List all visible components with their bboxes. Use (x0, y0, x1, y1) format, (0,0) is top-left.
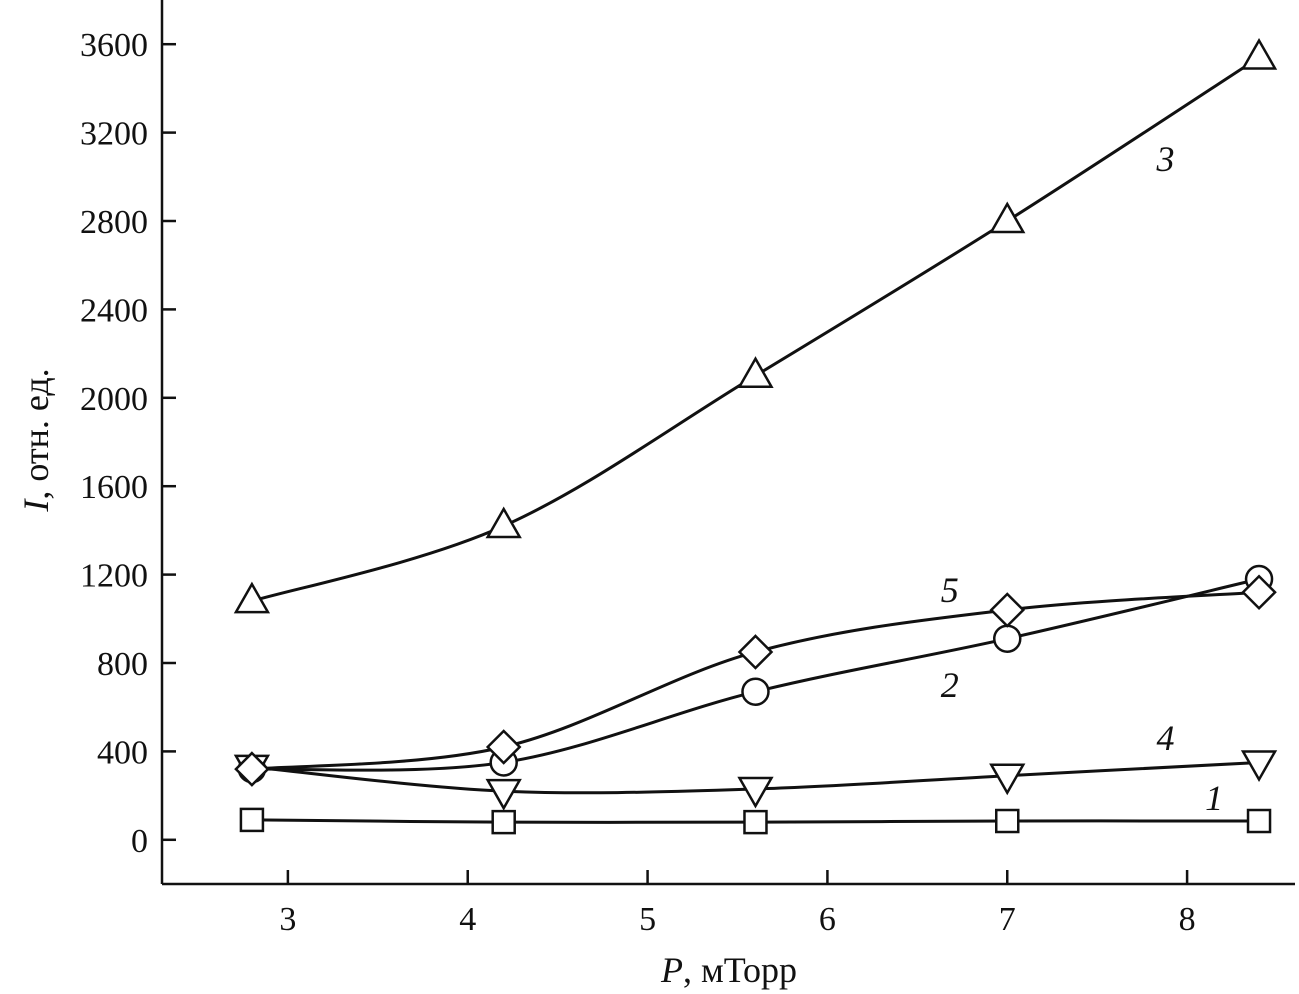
series-label-1: 1 (1205, 778, 1223, 818)
series-1-square-marker (491, 809, 516, 835)
y-tick-label: 2400 (80, 292, 148, 329)
series-label-3: 3 (1156, 139, 1175, 179)
y-tick-label: 3200 (80, 116, 148, 153)
axes: 0 400 800 1200 1600 2000 2400 2800 3200 3600 3 4 5 6 7… (80, 0, 1295, 938)
series-4-inverted-triangle-marker (737, 776, 774, 809)
series-1-square-marker (743, 809, 768, 835)
series-1-square-marker (239, 807, 265, 833)
series-4-inverted-triangle-marker (989, 763, 1026, 796)
y-axis-unit: , отн. ед. (16, 368, 56, 499)
series-label-5: 5 (941, 570, 959, 610)
x-tick-label: 3 (279, 901, 296, 938)
series-3-triangle-marker (233, 581, 271, 614)
x-axis-title: P, мТорр (660, 950, 797, 990)
y-tick-label: 2800 (80, 204, 148, 241)
y-tick-label: 400 (97, 734, 148, 771)
series-3-triangle-marker (737, 356, 774, 388)
x-tick-label: 8 (1179, 901, 1196, 938)
series-3-line (251, 56, 1260, 603)
series-lines (251, 56, 1260, 824)
series-2-circle-marker (993, 624, 1022, 653)
series-5-diamond-marker (485, 729, 522, 765)
series-3-triangle-marker (1240, 37, 1278, 70)
x-tick-label: 6 (819, 901, 836, 938)
y-tick-label: 0 (131, 823, 148, 860)
y-axis-variable: I (16, 498, 56, 513)
y-tick-label: 2000 (80, 381, 148, 418)
series-1-square-marker (1246, 808, 1272, 834)
x-tick-label: 7 (999, 901, 1016, 938)
series-2-circle-marker (741, 677, 770, 706)
x-tick-label: 4 (459, 901, 476, 938)
series-5-diamond-marker (1241, 574, 1277, 611)
x-axis-variable: P (660, 950, 683, 990)
series-4-inverted-triangle-marker (485, 778, 522, 811)
series-5-diamond-marker (234, 751, 270, 787)
y-tick-label: 3600 (80, 27, 148, 64)
series-markers (233, 37, 1278, 835)
series-labels: 1 2 3 4 5 (941, 139, 1223, 818)
x-tick-label: 5 (639, 901, 656, 938)
series-5-diamond-marker (737, 634, 774, 670)
y-tick-label: 1200 (80, 558, 148, 595)
series-3-triangle-marker (485, 506, 522, 539)
series-2-line (251, 577, 1260, 772)
series-label-2: 2 (941, 665, 959, 705)
series-3-triangle-marker (989, 201, 1026, 234)
x-axis-unit: , мТорр (683, 950, 797, 990)
y-tick-label: 1600 (80, 469, 148, 506)
series-5-diamond-marker (989, 592, 1026, 628)
y-tick-label: 800 (97, 646, 148, 683)
series-1-square-marker (995, 808, 1020, 834)
series-4-inverted-triangle-marker (1240, 750, 1278, 782)
y-axis-title: I, отн. ед. (16, 368, 56, 512)
series-label-4: 4 (1157, 718, 1175, 758)
